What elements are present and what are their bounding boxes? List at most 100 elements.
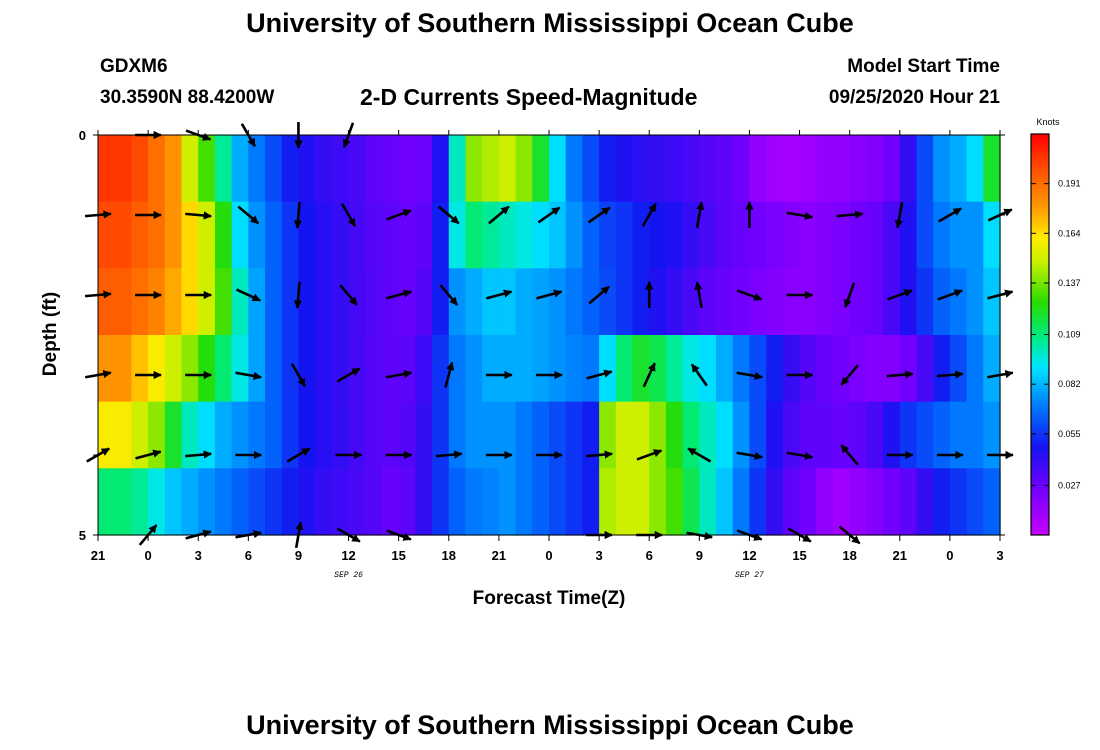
heat-cell: [716, 268, 734, 336]
current-vector: [286, 447, 311, 463]
heat-cell: [632, 468, 650, 536]
heat-cell: [198, 268, 216, 336]
current-vector: [840, 444, 860, 466]
heat-cell: [899, 401, 918, 469]
heat-cell: [699, 468, 717, 536]
current-vector: [185, 211, 212, 220]
heat-cell: [849, 335, 867, 403]
x-tick-label: 12: [341, 548, 355, 563]
current-vector: [485, 289, 513, 300]
current-vector: [537, 206, 561, 224]
heat-cell: [98, 468, 116, 536]
heat-cell: [782, 268, 801, 336]
heat-cell: [365, 335, 383, 403]
current-vector: [488, 205, 510, 225]
current-vector: [840, 364, 860, 386]
current-vector: [588, 285, 610, 305]
heat-cell: [782, 468, 801, 536]
heat-cell: [214, 201, 233, 269]
heat-cell: [749, 268, 767, 336]
heat-cell: [381, 268, 400, 336]
heat-cell: [482, 468, 500, 536]
heat-cell: [832, 135, 851, 203]
heat-cell: [131, 135, 149, 203]
heat-cell: [816, 201, 834, 269]
heat-cell: [315, 468, 333, 536]
heat-cell: [348, 135, 366, 203]
heat-cell: [832, 401, 851, 469]
heat-cell: [348, 468, 366, 536]
heat-cell: [198, 468, 216, 536]
heat-cell: [448, 268, 467, 336]
heat-cell: [281, 268, 300, 336]
colorbar-tick-label: 0.027: [1058, 480, 1081, 490]
current-vector: [290, 363, 307, 387]
heat-cell: [766, 201, 784, 269]
current-vector: [235, 371, 262, 381]
heat-cell: [281, 335, 300, 403]
current-vector: [444, 361, 455, 388]
heat-cell: [699, 335, 717, 403]
heat-cell: [181, 401, 199, 469]
heat-cell: [515, 401, 533, 469]
current-vector: [586, 450, 613, 459]
current-vector: [385, 289, 413, 300]
heat-cell: [883, 401, 901, 469]
heat-cell: [515, 201, 533, 269]
heat-cell: [983, 468, 1001, 536]
current-vector: [642, 362, 656, 388]
heat-cell: [331, 201, 350, 269]
heat-cell: [899, 468, 918, 536]
heat-cell: [148, 201, 166, 269]
heat-cell: [98, 201, 116, 269]
heat-cell: [365, 468, 383, 536]
heat-cell: [248, 135, 266, 203]
heat-cell: [883, 268, 901, 336]
x-tick-label: 21: [91, 548, 105, 563]
heat-cell: [248, 201, 266, 269]
heat-cell: [498, 468, 517, 536]
heat-cell: [732, 401, 751, 469]
heat-cell: [448, 135, 467, 203]
heat-cell: [398, 201, 416, 269]
heat-cell: [699, 201, 717, 269]
heat-cell: [816, 268, 834, 336]
heat-cell: [131, 268, 149, 336]
heat-cell: [148, 401, 166, 469]
heat-cell: [665, 201, 684, 269]
heat-cell: [465, 201, 483, 269]
footer-title: University of Southern Mississippi Ocean…: [246, 710, 854, 740]
heat-cell: [832, 468, 851, 536]
heat-cell: [682, 468, 700, 536]
heat-cell: [248, 335, 266, 403]
heat-cell: [265, 135, 283, 203]
heat-cell: [916, 135, 934, 203]
heat-cell: [532, 335, 550, 403]
heat-cell: [883, 201, 901, 269]
heat-cell: [432, 201, 450, 269]
heat-cell: [298, 135, 316, 203]
x-tick-label: 12: [742, 548, 756, 563]
heat-cell: [114, 401, 132, 469]
page-title: University of Southern Mississippi Ocean…: [246, 8, 854, 38]
current-vector: [586, 369, 613, 380]
heat-cell: [632, 335, 650, 403]
heat-cell: [632, 401, 650, 469]
y-tick-label: 0: [79, 128, 86, 143]
heat-cell: [231, 335, 249, 403]
heat-cell: [415, 335, 433, 403]
current-vector: [386, 209, 412, 221]
current-vector: [236, 288, 261, 302]
current-vector: [536, 289, 563, 300]
heat-cell: [582, 335, 600, 403]
heat-cell: [832, 201, 851, 269]
heat-cell: [749, 468, 767, 536]
heat-cell: [682, 135, 700, 203]
heat-cell: [214, 468, 233, 536]
heat-cell: [899, 335, 918, 403]
heat-cell: [265, 401, 283, 469]
heat-cell: [732, 468, 751, 536]
heat-cell: [649, 401, 667, 469]
heat-cell: [749, 135, 767, 203]
heat-cell: [866, 268, 884, 336]
